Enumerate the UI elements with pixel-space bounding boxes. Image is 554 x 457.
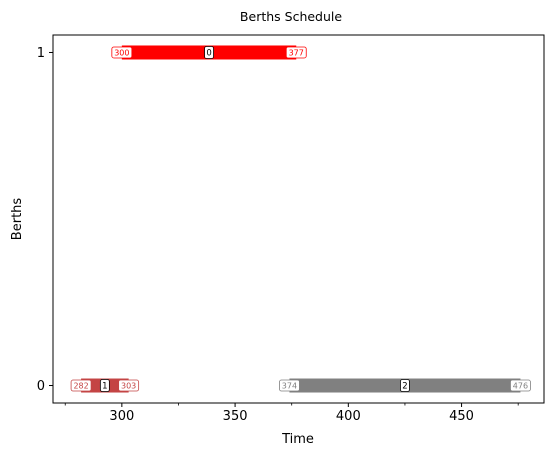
x-axis-label: Time [281,432,314,447]
task-id-label: 2 [402,382,407,392]
y-axis: 01 [37,46,53,394]
task-end-label-box [285,46,307,59]
task-end-label: 476 [513,382,528,391]
task-end-label: 377 [289,48,304,57]
task-end-label-box [118,379,140,392]
y-tick-label: 1 [37,46,45,61]
plot-frame [52,34,545,404]
task-id-label: 0 [206,48,211,58]
task-end-label: 303 [121,382,136,391]
chart-title: Berths Schedule [240,9,342,24]
x-tick-label: 400 [336,409,361,424]
task-start-label: 300 [114,48,129,57]
task-id-label: 1 [102,382,107,392]
task-start-label-box [279,379,300,392]
task-start-label-box [111,46,133,59]
x-tick-label: 350 [223,409,248,424]
x-axis: 300 350 400 450 [64,403,519,424]
task-end-label-box [510,379,531,392]
y-tick-label: 0 [37,379,45,394]
task-start-label-box [70,379,92,392]
task-id-label-box [204,46,214,59]
plot-area: 300 377 0 282 303 1 374 476 2 [70,45,531,393]
task-id-label-box [400,379,410,392]
task-start-label: 282 [73,382,88,391]
task-id-label-box [99,379,110,392]
x-tick-label: 450 [449,409,474,424]
y-axis-label: Berths [10,198,25,241]
x-tick-label: 300 [109,409,134,424]
task-start-label: 374 [282,382,297,391]
